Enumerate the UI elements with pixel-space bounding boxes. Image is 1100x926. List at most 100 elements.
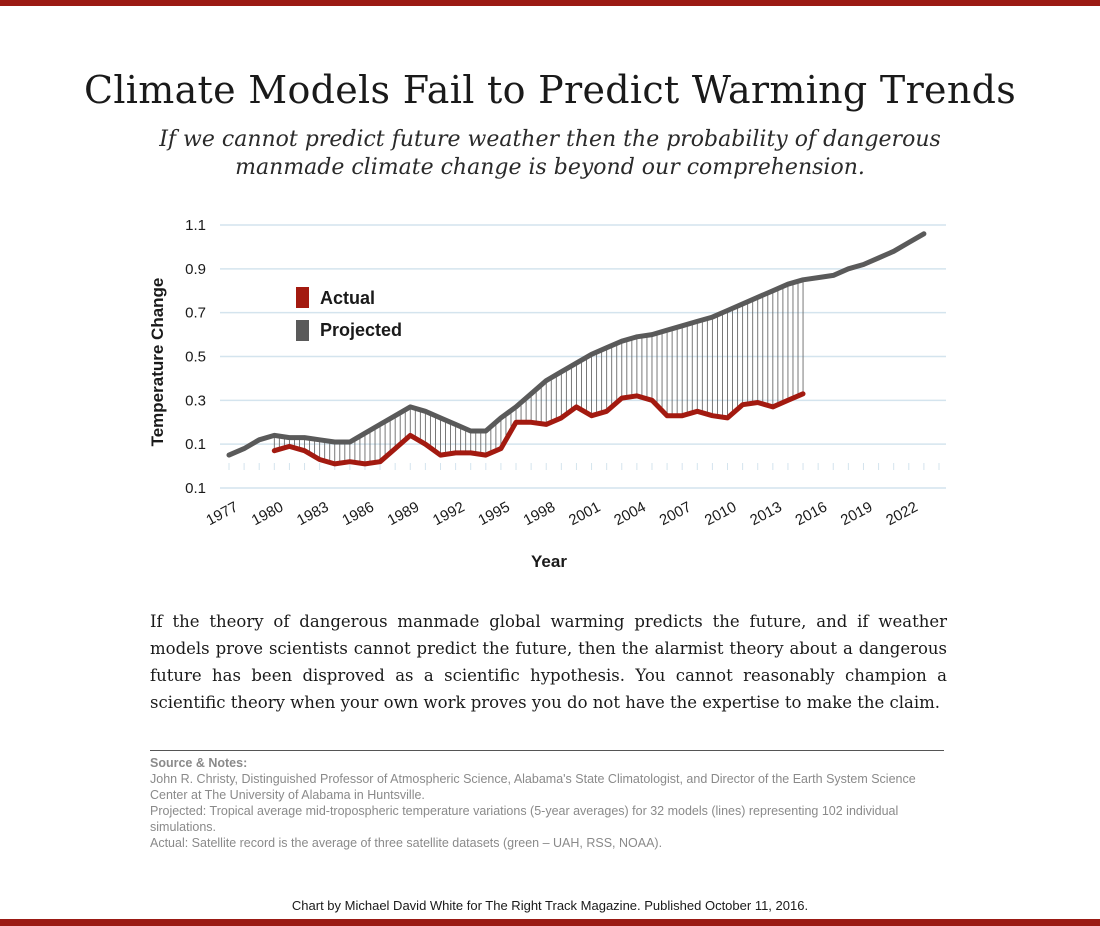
- projected-series-point: [287, 435, 292, 440]
- projected-series-point: [544, 379, 548, 383]
- projected-series-point: [771, 289, 775, 293]
- projected-series-point: [438, 416, 443, 420]
- projected-series-point: [363, 431, 367, 435]
- projected-series-point: [333, 440, 337, 444]
- x-tick-label: 1989: [385, 499, 422, 530]
- actual-series-point: [771, 405, 775, 409]
- actual-series-point: [393, 446, 397, 451]
- projected-series-point: [635, 335, 639, 339]
- projected-series-line: [226, 231, 927, 458]
- projected-series-point: [227, 453, 231, 457]
- notes-source: John R. Christy, Distinguished Professor…: [150, 772, 916, 802]
- actual-series-point: [529, 420, 533, 424]
- legend-projected-swatch: [296, 320, 309, 341]
- actual-series-point: [589, 414, 594, 418]
- y-tick-label: 0.7: [185, 305, 206, 322]
- actual-series-point: [318, 457, 322, 462]
- x-tick-label: 1992: [430, 499, 467, 530]
- actual-series-point: [484, 453, 488, 457]
- projected-series-point: [272, 433, 276, 437]
- projected-series-point: [741, 302, 745, 306]
- actual-series-point: [605, 409, 609, 413]
- y-tick-label: 0.5: [185, 349, 206, 366]
- actual-series-point: [756, 400, 760, 405]
- actual-series-point: [438, 453, 443, 457]
- actual-series-point: [333, 462, 337, 466]
- actual-series-point: [302, 449, 307, 453]
- projected-series-point: [680, 324, 684, 328]
- projected-series-point: [348, 440, 352, 444]
- projected-series-point: [605, 346, 609, 350]
- legend-projected-label: Projected: [320, 320, 402, 340]
- actual-series-point: [635, 394, 639, 398]
- notes-header: Source & Notes:: [150, 756, 248, 770]
- actual-series-point: [695, 409, 699, 413]
- actual-series-point: [620, 396, 624, 400]
- actual-series-point: [801, 392, 805, 396]
- body-paragraph: If the theory of dangerous manmade globa…: [150, 612, 947, 712]
- y-tick-label: 1.1: [185, 217, 206, 234]
- projected-series-point: [816, 276, 820, 280]
- projected-series-point: [469, 429, 473, 433]
- y-tick-label: 0.9: [185, 261, 206, 278]
- projected-series-point: [665, 328, 669, 332]
- y-tick-label: 0.3: [185, 392, 206, 409]
- projected-series-point: [559, 370, 563, 374]
- actual-series-point: [725, 416, 730, 420]
- projected-series-point: [892, 249, 896, 253]
- actual-series-point: [680, 414, 684, 418]
- source-notes: Source & Notes: John R. Christy, Disting…: [150, 755, 930, 851]
- actual-series-point: [499, 446, 503, 451]
- projected-series-point: [756, 295, 760, 299]
- actual-series-point: [469, 451, 473, 455]
- actual-series-point: [272, 449, 276, 453]
- actual-series-point: [544, 422, 548, 427]
- y-tick-label: 0.1: [185, 480, 206, 497]
- projected-series-point: [302, 435, 307, 440]
- x-tick-label: 1983: [294, 499, 331, 530]
- x-tick-label: 1998: [521, 499, 558, 530]
- projected-series-point: [846, 267, 850, 271]
- actual-series-point: [378, 460, 382, 464]
- x-axis-label: Year: [531, 552, 567, 571]
- x-tick-label: 1986: [339, 499, 376, 530]
- projected-series-point: [484, 429, 488, 433]
- actual-series-point: [665, 414, 669, 418]
- x-tick-label: 2013: [747, 499, 784, 530]
- y-axis-label: Temperature Change: [148, 278, 167, 447]
- actual-series-point: [408, 433, 412, 437]
- actual-series-point: [786, 398, 790, 402]
- projected-series-point: [242, 446, 246, 451]
- legend-actual-label: Actual: [320, 288, 375, 308]
- projected-series-point: [861, 262, 866, 267]
- actual-series-point: [741, 403, 745, 407]
- projected-series-point: [408, 405, 412, 409]
- projected-series-point: [922, 232, 926, 236]
- actual-series-point: [574, 405, 579, 409]
- notes-actual: Actual: Satellite record is the average …: [150, 836, 663, 850]
- notes-divider: [150, 750, 944, 751]
- projected-series-point: [393, 414, 397, 418]
- projected-series-point: [574, 361, 579, 365]
- page-subtitle: If we cannot predict future weather then…: [159, 127, 941, 180]
- actual-series-point: [453, 451, 458, 455]
- x-tick-label: 1980: [249, 499, 286, 530]
- projected-series-point: [710, 315, 715, 319]
- projected-series-point: [725, 308, 730, 313]
- actual-series-point: [559, 416, 563, 420]
- chart-credit: Chart by Michael David White for The Rig…: [291, 898, 809, 913]
- x-tick-label: 1977: [203, 499, 240, 530]
- projected-series-point: [423, 409, 427, 413]
- actual-series-point: [348, 460, 352, 464]
- actual-series-point: [423, 442, 427, 446]
- x-tick-label: 2007: [657, 499, 694, 530]
- x-tick-label: 2004: [611, 499, 648, 530]
- x-tick-label: 2022: [883, 499, 920, 530]
- projected-series-point: [257, 438, 261, 442]
- actual-series-point: [363, 462, 367, 466]
- page-title: Climate Models Fail to Predict Warming T…: [83, 68, 1017, 112]
- projected-series-point: [378, 422, 382, 427]
- actual-series-point: [287, 444, 292, 448]
- x-tick-label: 2019: [838, 499, 875, 530]
- projected-series-point: [801, 278, 805, 282]
